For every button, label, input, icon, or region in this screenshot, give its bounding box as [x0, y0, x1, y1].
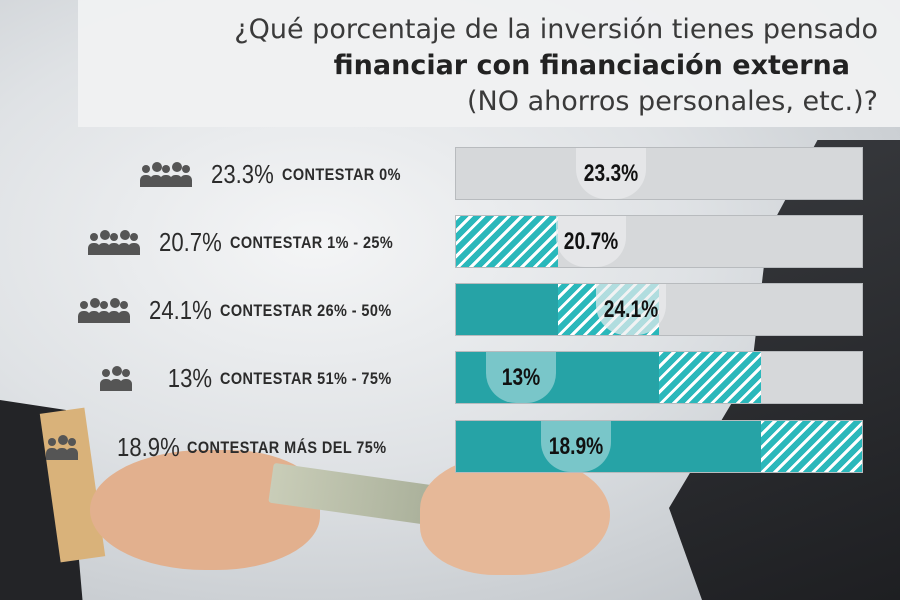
title-line-2: financiar con financiación externa	[333, 50, 850, 81]
people-icon	[140, 161, 193, 188]
bar-value-text: 13%	[501, 363, 541, 391]
bar-value-label: 23.3%	[576, 148, 646, 199]
people-icon	[100, 365, 152, 392]
bar-value-text: 20.7%	[563, 227, 619, 255]
title-line-3: (NO ahorros personales, etc.)?	[467, 86, 878, 117]
row-percentage: 20.7%	[159, 227, 223, 257]
bar-value-text: 18.9%	[548, 432, 604, 460]
row-percentage: 24.1%	[149, 295, 213, 325]
row-percentage: 23.3%	[211, 159, 275, 189]
row-percentage: 13%	[167, 363, 213, 393]
row-caption: CONTESTAR 1% - 25%	[230, 232, 394, 252]
row-caption: CONTESTAR 51% - 75%	[220, 368, 392, 388]
bar-track: 18.9%	[455, 420, 863, 473]
row-caption: CONTESTAR 0%	[282, 164, 402, 184]
bar-value-label: 20.7%	[556, 216, 626, 267]
bar-value-text: 23.3%	[583, 159, 639, 187]
bar-hatched-segment	[456, 216, 558, 267]
bar-track: 20.7%	[455, 215, 863, 268]
bar-track: 24.1%	[455, 283, 863, 336]
background-hand-right	[420, 455, 610, 575]
bar-value-label: 13%	[486, 352, 556, 403]
people-icon	[88, 229, 141, 256]
bar-value-label: 24.1%	[596, 284, 666, 335]
bar-hatched-segment	[760, 421, 862, 472]
title-line-1: ¿Qué porcentaje de la inversión tienes p…	[234, 14, 878, 45]
row-caption: CONTESTAR MÁS DEL 75%	[187, 437, 387, 457]
people-icon	[45, 434, 98, 461]
row-label: 18.9% CONTESTAR MÁS DEL 75%	[45, 432, 422, 463]
bar-solid-segment	[456, 284, 558, 335]
row-label: 24.1% CONTESTAR 26% - 50%	[78, 295, 422, 326]
people-icon	[78, 297, 131, 324]
row-caption: CONTESTAR 26% - 50%	[220, 300, 392, 320]
bar-value-label: 18.9%	[541, 421, 611, 472]
bar-hatched-segment	[659, 352, 761, 403]
bar-value-text: 24.1%	[603, 295, 659, 323]
row-label: 20.7% CONTESTAR 1% - 25%	[88, 227, 422, 258]
bar-track: 23.3%	[455, 147, 863, 200]
row-percentage: 18.9%	[116, 432, 180, 462]
title-box: ¿Qué porcentaje de la inversión tienes p…	[78, 0, 900, 127]
bar-track: 13%	[455, 351, 863, 404]
row-label: 13% CONTESTAR 51% - 75%	[100, 363, 422, 394]
row-label: 23.3% CONTESTAR 0%	[140, 159, 422, 190]
